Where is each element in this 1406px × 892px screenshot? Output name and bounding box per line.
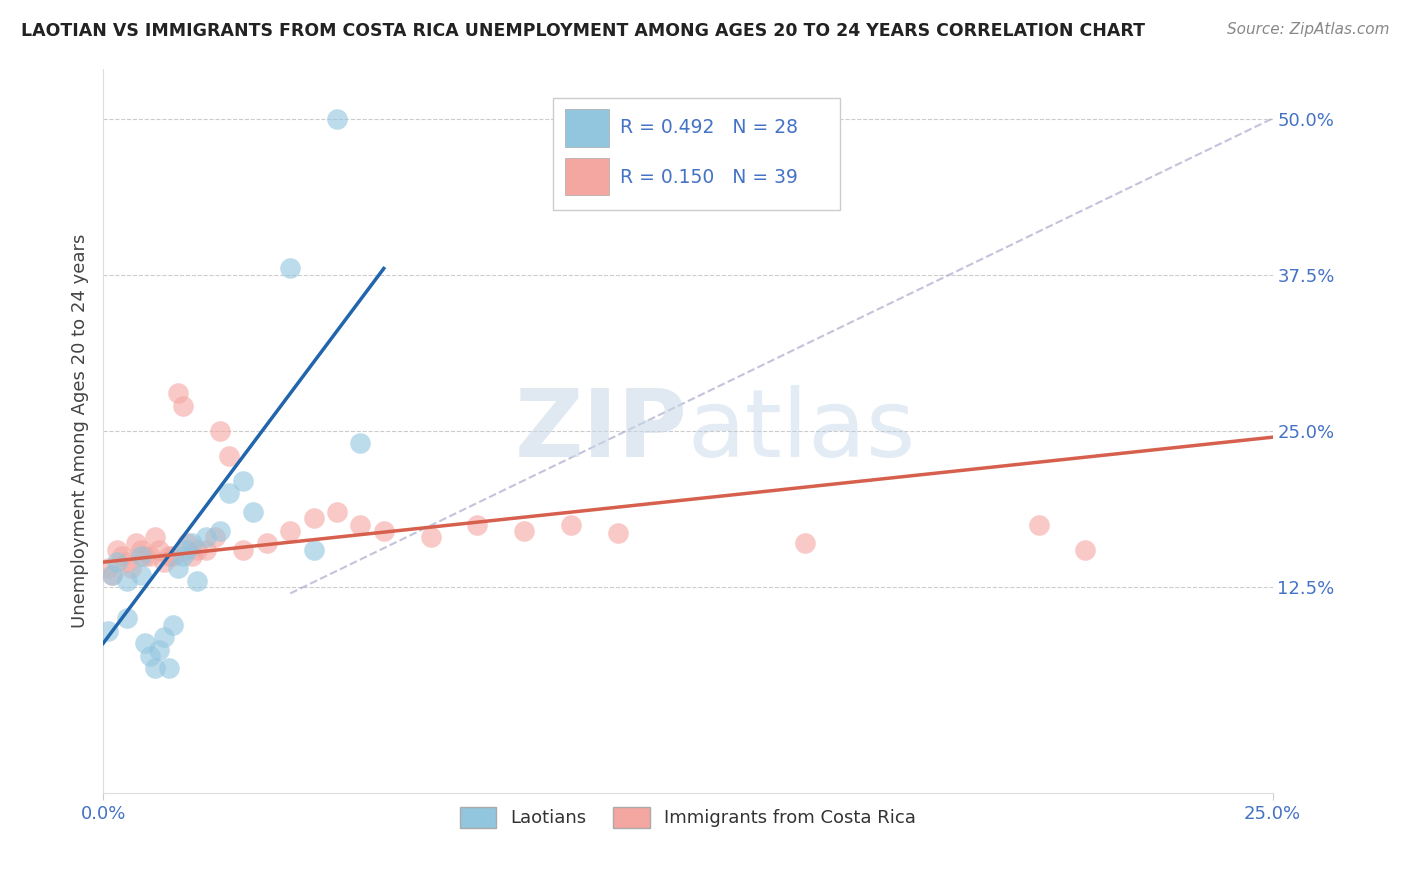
Point bbox=[326, 112, 349, 126]
Point bbox=[101, 567, 124, 582]
Point bbox=[256, 536, 278, 550]
Point bbox=[349, 517, 371, 532]
Text: Source: ZipAtlas.com: Source: ZipAtlas.com bbox=[1226, 22, 1389, 37]
Point bbox=[560, 517, 582, 532]
Point bbox=[153, 630, 176, 644]
Point bbox=[129, 542, 152, 557]
Point bbox=[172, 399, 194, 413]
Point bbox=[129, 549, 152, 563]
Point bbox=[167, 561, 190, 575]
Point bbox=[176, 542, 198, 557]
Point bbox=[326, 505, 349, 519]
Point bbox=[209, 424, 232, 438]
Point bbox=[218, 449, 240, 463]
Point bbox=[181, 549, 204, 563]
Point bbox=[97, 624, 120, 638]
Point bbox=[148, 642, 170, 657]
Point bbox=[105, 555, 128, 569]
Point bbox=[181, 536, 204, 550]
Point bbox=[162, 617, 184, 632]
Point bbox=[195, 530, 218, 544]
Point bbox=[793, 536, 815, 550]
Point bbox=[115, 574, 138, 588]
Point bbox=[115, 555, 138, 569]
Point bbox=[176, 536, 198, 550]
Point bbox=[209, 524, 232, 538]
Point bbox=[232, 542, 254, 557]
Point bbox=[349, 436, 371, 450]
Point bbox=[134, 636, 156, 650]
Point bbox=[105, 542, 128, 557]
FancyBboxPatch shape bbox=[565, 158, 609, 195]
Point bbox=[153, 555, 176, 569]
Point bbox=[242, 505, 264, 519]
Point bbox=[120, 561, 142, 575]
FancyBboxPatch shape bbox=[565, 109, 609, 147]
Text: R = 0.492   N = 28: R = 0.492 N = 28 bbox=[620, 119, 799, 137]
Text: LAOTIAN VS IMMIGRANTS FROM COSTA RICA UNEMPLOYMENT AMONG AGES 20 TO 24 YEARS COR: LAOTIAN VS IMMIGRANTS FROM COSTA RICA UN… bbox=[21, 22, 1144, 40]
Point bbox=[101, 567, 124, 582]
Point bbox=[143, 530, 166, 544]
Text: ZIP: ZIP bbox=[515, 385, 688, 477]
Point bbox=[195, 542, 218, 557]
Point bbox=[302, 511, 325, 525]
Point bbox=[373, 524, 395, 538]
Point bbox=[139, 648, 162, 663]
Point bbox=[302, 542, 325, 557]
Point bbox=[232, 474, 254, 488]
Point bbox=[134, 549, 156, 563]
Point bbox=[125, 536, 148, 550]
Point bbox=[172, 549, 194, 563]
Point bbox=[167, 386, 190, 401]
Text: R = 0.150   N = 39: R = 0.150 N = 39 bbox=[620, 168, 797, 186]
Point bbox=[186, 542, 208, 557]
Point bbox=[157, 661, 180, 675]
Legend: Laotians, Immigrants from Costa Rica: Laotians, Immigrants from Costa Rica bbox=[453, 800, 924, 835]
Point bbox=[111, 549, 134, 563]
Point bbox=[204, 530, 226, 544]
Point bbox=[218, 486, 240, 500]
Point bbox=[148, 542, 170, 557]
Point bbox=[606, 526, 628, 541]
Point bbox=[129, 567, 152, 582]
Y-axis label: Unemployment Among Ages 20 to 24 years: Unemployment Among Ages 20 to 24 years bbox=[72, 234, 89, 628]
Point bbox=[513, 524, 536, 538]
Point bbox=[143, 661, 166, 675]
Point bbox=[186, 574, 208, 588]
Text: atlas: atlas bbox=[688, 385, 917, 477]
Point bbox=[1028, 517, 1050, 532]
Point bbox=[157, 549, 180, 563]
FancyBboxPatch shape bbox=[554, 97, 839, 210]
Point bbox=[278, 261, 301, 276]
Point bbox=[465, 517, 488, 532]
Point bbox=[139, 549, 162, 563]
Point bbox=[115, 611, 138, 625]
Point bbox=[97, 561, 120, 575]
Point bbox=[419, 530, 441, 544]
Point bbox=[162, 549, 184, 563]
Point bbox=[278, 524, 301, 538]
Point bbox=[1074, 542, 1097, 557]
